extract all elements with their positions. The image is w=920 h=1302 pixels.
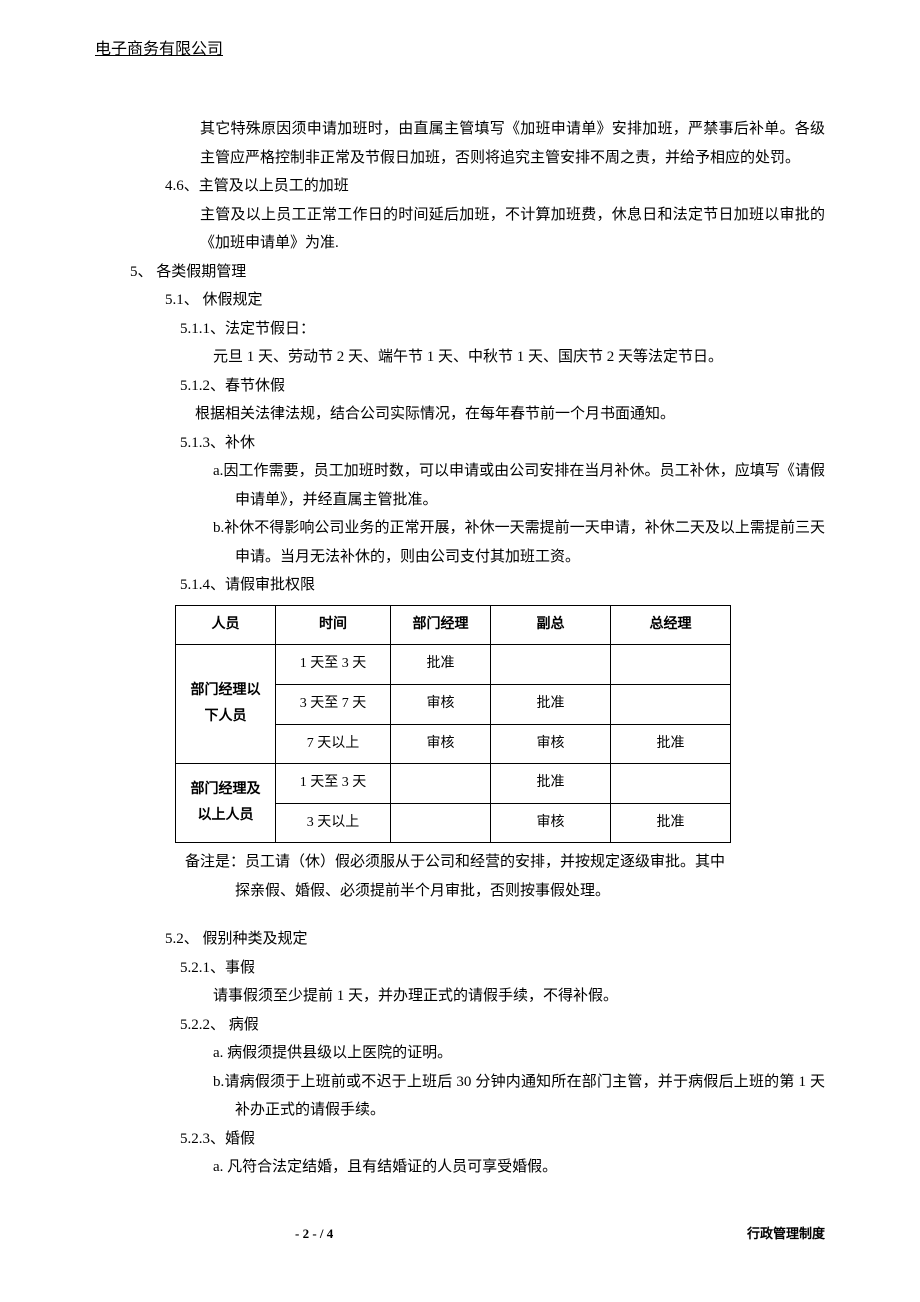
th-gm: 总经理 (611, 605, 731, 645)
approval-authority-table: 人员 时间 部门经理 副总 总经理 部门经理以下人员 1 天至 3 天 批准 3… (175, 605, 731, 844)
section-5-2-3-title: 5.2.3、婚假 (95, 1125, 825, 1154)
section-5-2-2-b: b.请病假须于上班前或不迟于上班后 30 分钟内通知所在部门主管，并于病假后上班… (95, 1068, 825, 1125)
cell-approval: 审核 (491, 724, 611, 764)
cell-time: 7 天以上 (276, 724, 391, 764)
cell-time: 1 天至 3 天 (276, 645, 391, 685)
paragraph-intro: 其它特殊原因须申请加班时，由直属主管填写《加班申请单》安排加班，严禁事后补单。各… (95, 115, 825, 172)
cell-approval (391, 764, 491, 804)
page-footer: - 2 - / 4 行政管理制度 (95, 1222, 825, 1247)
document-page: 电子商务有限公司 其它特殊原因须申请加班时，由直属主管填写《加班申请单》安排加班… (0, 0, 920, 1302)
cell-approval: 批准 (491, 764, 611, 804)
cell-approval: 批准 (391, 645, 491, 685)
cell-time: 3 天至 7 天 (276, 685, 391, 725)
section-5-1-2-body: 根据相关法律法规，结合公司实际情况，在每年春节前一个月书面通知。 (95, 400, 825, 429)
section-5-2-3-a: a. 凡符合法定结婚，且有结婚证的人员可享受婚假。 (95, 1153, 825, 1182)
cell-approval: 批准 (611, 724, 731, 764)
th-person: 人员 (176, 605, 276, 645)
cell-approval (491, 645, 611, 685)
section-5-1-2-title: 5.1.2、春节休假 (95, 372, 825, 401)
cell-approval (611, 764, 731, 804)
cell-approval: 审核 (391, 685, 491, 725)
th-vp: 副总 (491, 605, 611, 645)
section-5-2-1-body: 请事假须至少提前 1 天，并办理正式的请假手续，不得补假。 (95, 982, 825, 1011)
section-5-1-1-body: 元旦 1 天、劳动节 2 天、端午节 1 天、中秋节 1 天、国庆节 2 天等法… (95, 343, 825, 372)
cell-group1: 部门经理以下人员 (176, 645, 276, 764)
table-row: 部门经理以下人员 1 天至 3 天 批准 (176, 645, 731, 685)
table-remark: 备注是：员工请（休）假必须服从于公司和经营的安排，并按规定逐级审批。其中 (95, 848, 825, 877)
th-dept-mgr: 部门经理 (391, 605, 491, 645)
section-4-6-body: 主管及以上员工正常工作日的时间延后加班，不计算加班费，休息日和法定节日加班以审批… (95, 201, 825, 258)
cell-approval: 审核 (391, 724, 491, 764)
document-content: 其它特殊原因须申请加班时，由直属主管填写《加班申请单》安排加班，严禁事后补单。各… (95, 115, 825, 1182)
th-time: 时间 (276, 605, 391, 645)
section-5-1-title: 5.1、 休假规定 (95, 286, 825, 315)
footer-title: 行政管理制度 (747, 1222, 825, 1247)
section-5-2-2-title: 5.2.2、 病假 (95, 1011, 825, 1040)
cell-approval: 批准 (611, 803, 731, 843)
section-5-2-1-title: 5.2.1、事假 (95, 954, 825, 983)
section-5-1-3-a: a.因工作需要，员工加班时数，可以申请或由公司安排在当月补休。员工补休，应填写《… (95, 457, 825, 514)
spacer (95, 905, 825, 925)
cell-approval: 批准 (491, 685, 611, 725)
company-header: 电子商务有限公司 (95, 35, 825, 65)
cell-approval: 审核 (491, 803, 611, 843)
page-number: - 2 - / 4 (295, 1222, 333, 1247)
table-row: 部门经理及以上人员 1 天至 3 天 批准 (176, 764, 731, 804)
cell-approval (391, 803, 491, 843)
cell-approval (611, 685, 731, 725)
section-5-1-1-title: 5.1.1、法定节假日： (95, 315, 825, 344)
section-5-2-2-a: a. 病假须提供县级以上医院的证明。 (95, 1039, 825, 1068)
cell-approval (611, 645, 731, 685)
section-5-title: 5、 各类假期管理 (95, 258, 825, 287)
section-5-1-3-b: b.补休不得影响公司业务的正常开展，补休一天需提前一天申请，补休二天及以上需提前… (95, 514, 825, 571)
section-5-2-title: 5.2、 假别种类及规定 (95, 925, 825, 954)
section-5-1-4-title: 5.1.4、请假审批权限 (95, 571, 825, 600)
cell-time: 3 天以上 (276, 803, 391, 843)
table-header-row: 人员 时间 部门经理 副总 总经理 (176, 605, 731, 645)
cell-time: 1 天至 3 天 (276, 764, 391, 804)
cell-group2: 部门经理及以上人员 (176, 764, 276, 843)
section-4-6-title: 4.6、主管及以上员工的加班 (95, 172, 825, 201)
section-5-1-3-title: 5.1.3、补休 (95, 429, 825, 458)
table-remark-cont: 探亲假、婚假、必须提前半个月审批，否则按事假处理。 (95, 877, 825, 906)
